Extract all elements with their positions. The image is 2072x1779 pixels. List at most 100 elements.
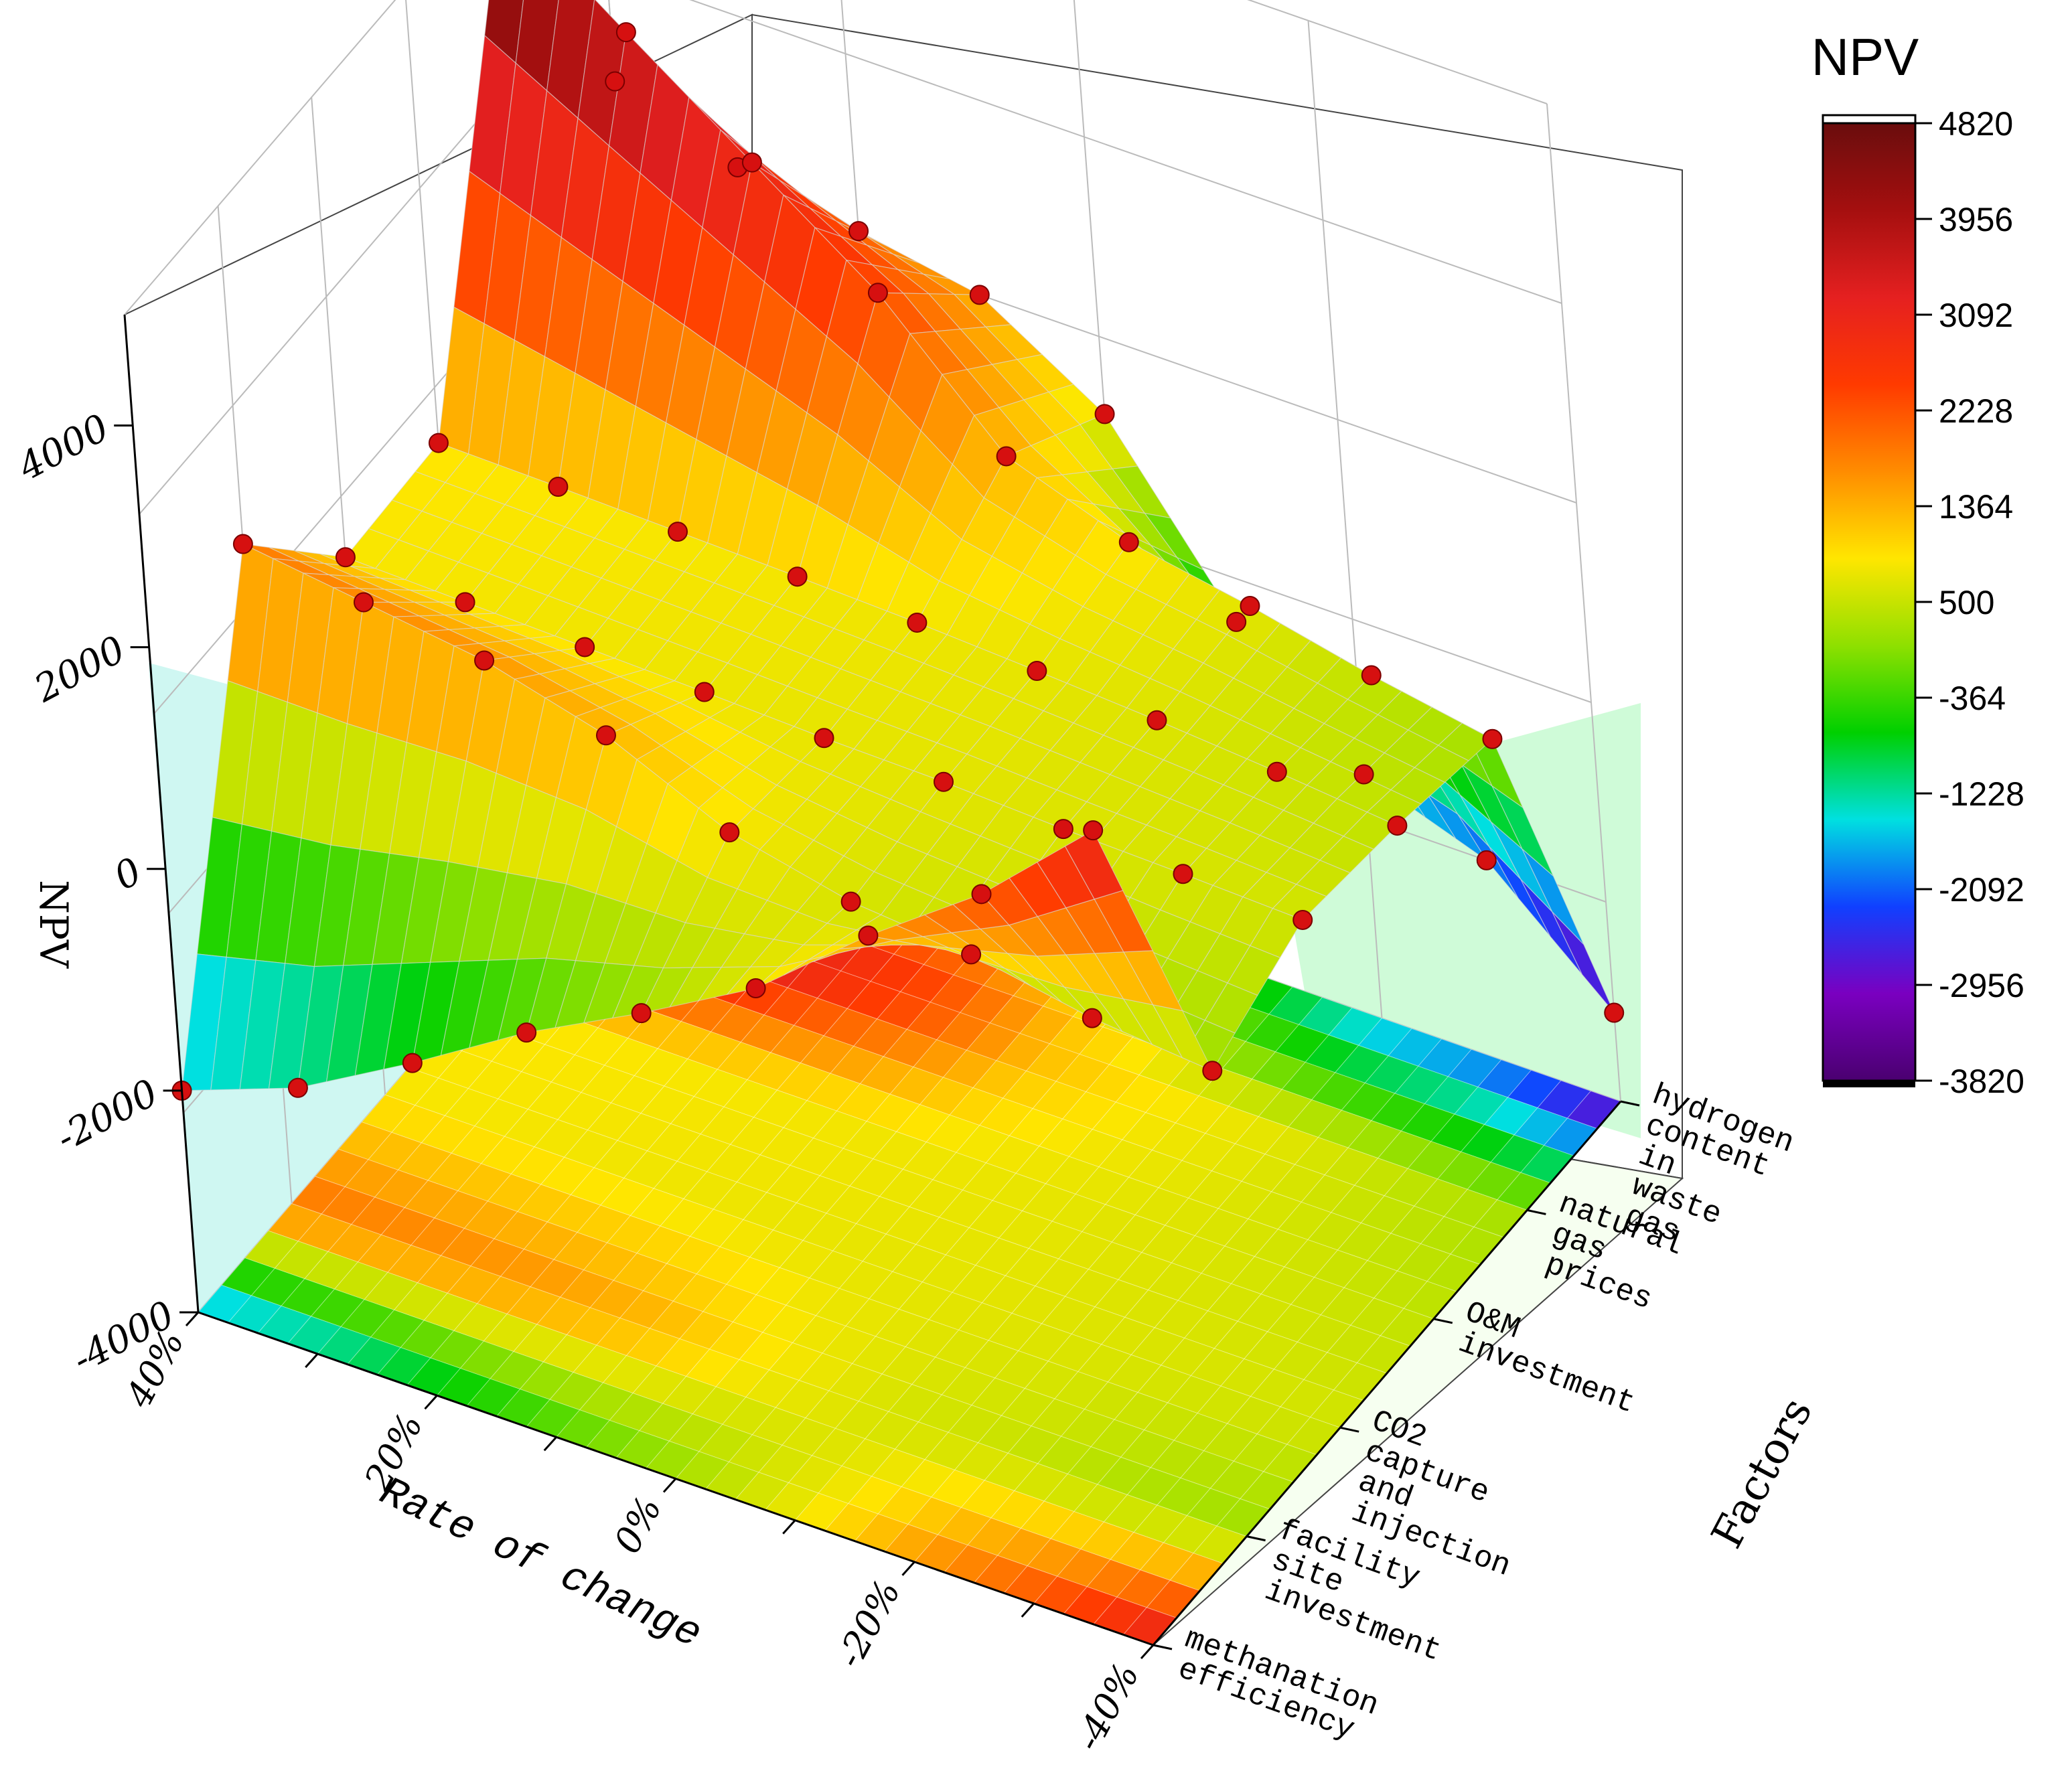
colorbar-tick-label: 1364 [1939, 488, 2013, 526]
x-tick [782, 1519, 796, 1535]
data-point [595, 725, 616, 746]
z-tick-label: 2000 [27, 628, 132, 712]
factor-label-line: investment [1454, 1325, 1639, 1421]
data-point [1202, 1061, 1223, 1081]
colorbar-ticks: 4820 3956 3092 2228 1364 500 -364 -1228 -2092 -29… [1915, 105, 2024, 1100]
data-point [287, 1077, 308, 1098]
x-tick [424, 1395, 438, 1410]
z-tick-label: 4000 [11, 406, 116, 489]
x-tick-label: -20% [828, 1573, 909, 1675]
data-point [631, 1003, 652, 1024]
data-point [1266, 761, 1287, 782]
data-point [934, 771, 954, 792]
data-point [1292, 909, 1313, 930]
data-point [335, 547, 356, 568]
y-tick [1246, 1535, 1266, 1542]
data-point [787, 566, 808, 587]
data-point [548, 477, 569, 497]
data-point [971, 884, 992, 905]
data-point [814, 728, 834, 749]
colorbar-tick-label: -2956 [1939, 967, 2024, 1004]
data-point [1027, 661, 1047, 682]
colorbar: NPV 4820 3956 3092 2228 1364 500 -364 -1228 -209… [1811, 27, 2024, 1100]
colorbar-tick-label: -3820 [1939, 1063, 2024, 1100]
data-point [232, 534, 253, 554]
data-point [516, 1022, 537, 1043]
colorbar-tick-label: -364 [1939, 680, 2006, 717]
data-point [1146, 710, 1167, 730]
data-point [969, 285, 990, 305]
colorbar-bar [1822, 122, 1917, 1082]
npv-surface [181, 0, 1615, 1091]
data-point [1226, 611, 1247, 632]
z-axis-label: NPV [31, 880, 76, 969]
data-point [741, 152, 762, 173]
data-point [1387, 816, 1408, 836]
data-point [1173, 864, 1193, 884]
data-point [575, 637, 595, 658]
x-tick [1021, 1602, 1035, 1618]
x-tick [901, 1561, 915, 1576]
data-point [1083, 820, 1104, 841]
factor-label: O&Minvestment [1450, 1295, 1650, 1421]
x-tick-label: -40% [1067, 1656, 1148, 1758]
x-tick [1140, 1644, 1155, 1660]
data-point [694, 682, 715, 702]
data-point [719, 822, 740, 843]
back-grid-v [1546, 103, 1621, 1102]
colorbar-tick-label: -2092 [1939, 871, 2024, 909]
data-point [1118, 532, 1139, 552]
data-point [1482, 728, 1503, 749]
colorbar-tick-label: 3092 [1939, 297, 2013, 334]
data-point [668, 522, 688, 542]
data-point [353, 592, 374, 613]
y-tick [1433, 1318, 1453, 1324]
colorbar-title: NPV [1811, 27, 1919, 86]
y-tick [1153, 1644, 1173, 1650]
colorbar-tick-label: 500 [1939, 584, 1994, 621]
z-axis-line [123, 314, 200, 1313]
x-tick [305, 1353, 319, 1369]
colorbar-tick-label: 2228 [1939, 392, 2013, 430]
data-point [428, 433, 449, 453]
data-point [745, 978, 766, 998]
left-grid-h [124, 0, 396, 315]
colorbar-tick-label: -1228 [1939, 775, 2024, 813]
factor-label-line: investment [1260, 1573, 1446, 1669]
data-point [961, 944, 982, 965]
colorbar-tick-label: 4820 [1939, 105, 2013, 143]
data-point [907, 612, 928, 633]
data-point [1082, 1008, 1102, 1028]
data-point [1353, 764, 1374, 785]
data-point [402, 1053, 423, 1073]
data-point [867, 283, 888, 303]
data-point [1361, 665, 1382, 686]
data-points [171, 22, 1625, 1101]
data-point [474, 650, 495, 671]
colorbar-bottom-cap [1823, 1081, 1915, 1087]
data-point [996, 446, 1017, 467]
back-grid-h [1247, 0, 1548, 104]
z-tick-label: 0 [107, 850, 149, 899]
data-point [1053, 819, 1074, 840]
x-tick [543, 1436, 557, 1452]
data-point [1094, 404, 1115, 424]
data-point [615, 22, 636, 43]
data-point [605, 71, 625, 92]
data-point [1604, 1002, 1625, 1023]
y-axis-line [1152, 1101, 1622, 1646]
x-axis-label: Rate of change [372, 1468, 709, 1658]
data-point [848, 221, 869, 242]
colorbar-tick-label: 3956 [1939, 201, 2013, 238]
data-point [1476, 850, 1497, 870]
y-tick [1527, 1209, 1546, 1215]
data-point [455, 592, 475, 613]
y-axis-label: Factors [1702, 1390, 1822, 1556]
x-tick [662, 1478, 677, 1493]
x-tick [185, 1311, 200, 1327]
factor-label: methanationefficiency [1169, 1621, 1383, 1752]
x-tick-label: 0% [606, 1490, 670, 1560]
data-point [1240, 596, 1260, 617]
colorbar-top-cap [1822, 114, 1917, 125]
